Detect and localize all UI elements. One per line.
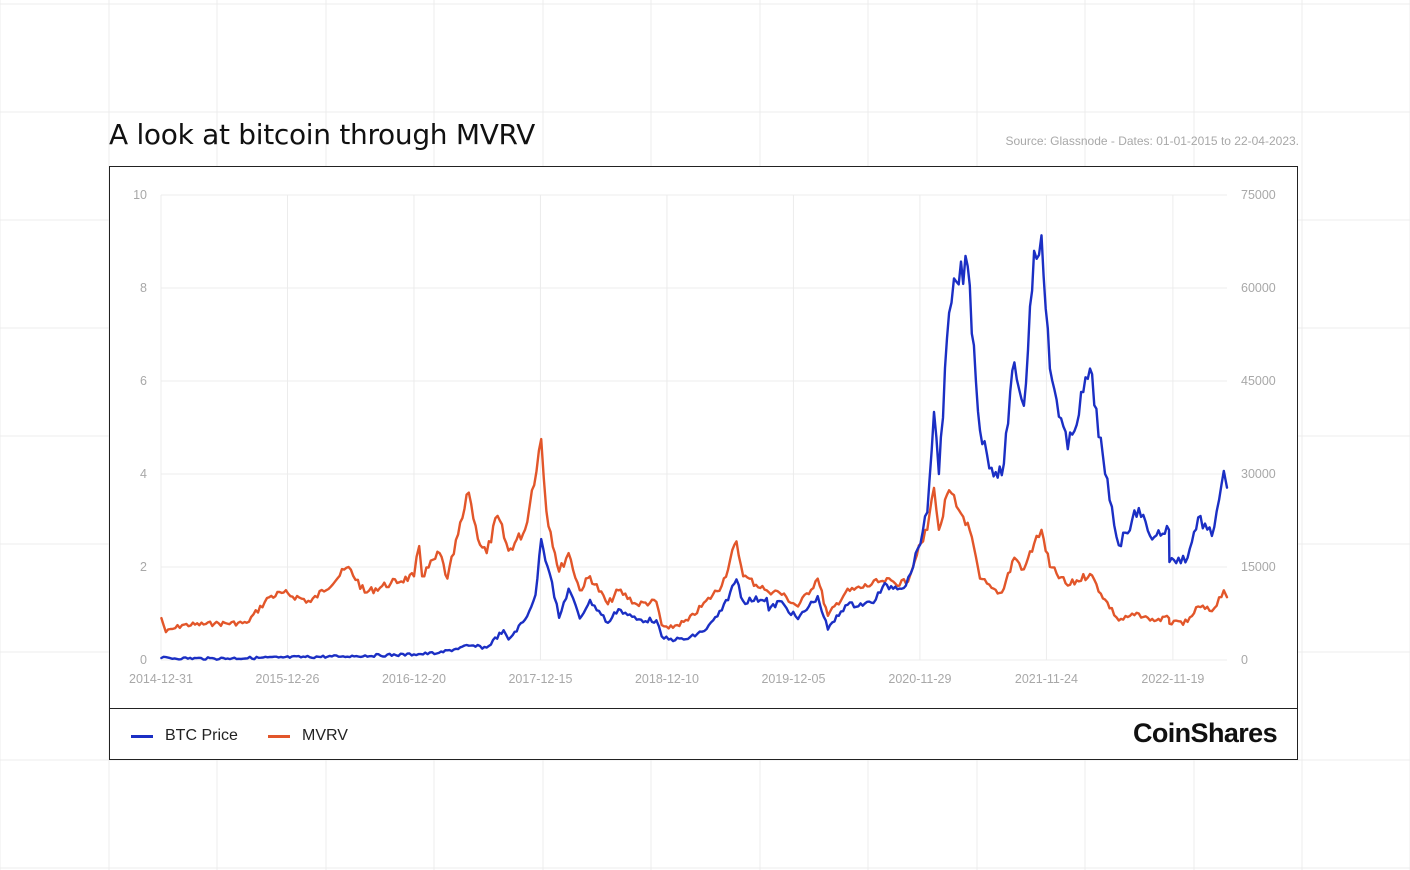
- y-right-tick-label: 60000: [1241, 281, 1276, 295]
- y-left-tick-label: 8: [140, 281, 147, 295]
- x-tick-label: 2018-12-10: [635, 672, 699, 686]
- legend-item-mvrv[interactable]: MVRV: [268, 727, 348, 745]
- legend-label-mvrv: MVRV: [302, 727, 348, 744]
- x-tick-label: 2015-12-26: [256, 672, 320, 686]
- legend-swatch-btc-price: [131, 734, 153, 738]
- x-tick-label: 2017-12-15: [508, 672, 572, 686]
- chart-legend: BTC Price MVRV CoinShares: [110, 708, 1297, 761]
- x-tick-label: 2014-12-31: [129, 672, 193, 686]
- legend-label-btc-price: BTC Price: [165, 727, 238, 744]
- y-right-tick-label: 30000: [1241, 467, 1276, 481]
- chart-frame: 0 2 4 6 8 10 0 15000 30000 45000 60000 75000 2014-…: [109, 166, 1298, 760]
- y-left-tick-label: 2: [140, 560, 147, 574]
- legend-item-btc-price[interactable]: BTC Price: [131, 727, 238, 745]
- series-line-btc-price: [160, 234, 1229, 661]
- x-tick-label: 2021-11-24: [1015, 672, 1078, 686]
- y-right-tick-label: 0: [1241, 653, 1248, 667]
- source-note: Source: Glassnode - Dates: 01-01-2015 to…: [1005, 134, 1299, 148]
- chart-plot: 0 2 4 6 8 10 0 15000 30000 45000 60000 75000 2014-…: [129, 188, 1276, 686]
- y-left-tick-label: 10: [133, 188, 147, 202]
- x-tick-label: 2016-12-20: [382, 672, 446, 686]
- y-right-tick-label: 45000: [1241, 374, 1276, 388]
- chart-title: A look at bitcoin through MVRV: [109, 118, 536, 151]
- legend-swatch-mvrv: [268, 734, 290, 738]
- y-left-tick-label: 0: [140, 653, 147, 667]
- coinshares-logo: CoinShares: [1132, 718, 1278, 748]
- x-tick-label: 2020-11-29: [888, 672, 951, 686]
- y-left-tick-label: 6: [140, 374, 147, 388]
- y-left-tick-label: 4: [140, 467, 147, 481]
- y-right-tick-label: 15000: [1241, 560, 1276, 574]
- x-tick-label: 2022-11-19: [1141, 672, 1204, 686]
- x-tick-label: 2019-12-05: [761, 672, 825, 686]
- series-line-mvrv: [160, 437, 1229, 634]
- y-right-tick-label: 75000: [1241, 188, 1276, 202]
